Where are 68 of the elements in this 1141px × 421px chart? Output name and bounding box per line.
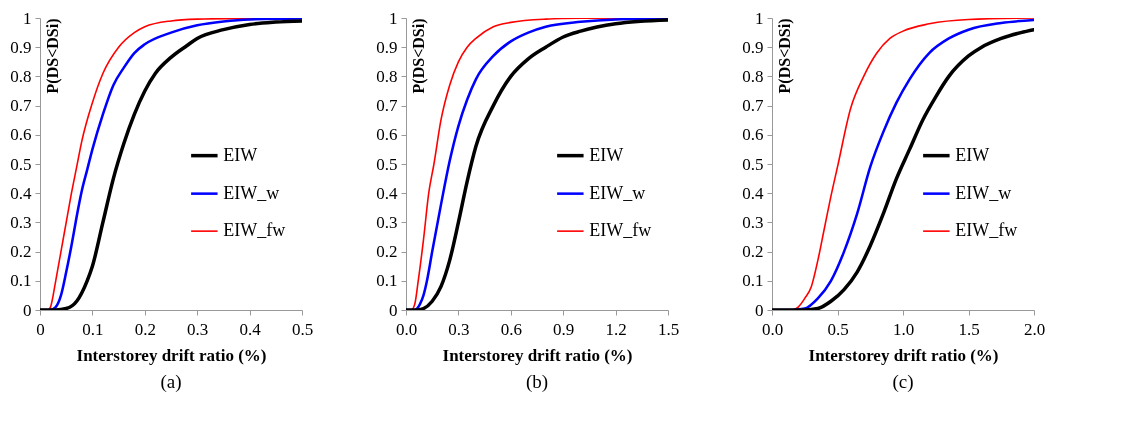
x-tick-label: 0.0	[395, 319, 418, 339]
text: (b)	[525, 371, 549, 393]
x-tick-label: 2.0	[1023, 319, 1046, 339]
y-tick-label: 0.2	[742, 242, 764, 262]
y-axis-title: P(DS<DSi)	[775, 18, 794, 94]
x-tick-label: 1.2	[605, 319, 627, 339]
x-tick-label: 0.3	[448, 319, 470, 339]
y-tick-label: 0.2	[10, 242, 32, 262]
legend-label: EIW_w	[589, 182, 646, 203]
y-tick-label: 0.8	[376, 66, 398, 86]
y-tick-label: 0.5	[742, 154, 764, 174]
x-axis-title: Interstorey drift ratio (%)	[76, 345, 267, 365]
y-tick-label: 0.7	[376, 96, 398, 116]
legend-label: EIW_fw	[955, 220, 1018, 241]
x-tick-label: 0.2	[134, 319, 156, 339]
y-tick-label: 1	[755, 8, 764, 28]
y-axis-title: P(DS<DSi)	[43, 18, 62, 94]
x-tick-label: 0.9	[553, 319, 575, 339]
y-tick-label: 0.8	[10, 66, 32, 86]
y-tick-label: 0	[23, 300, 32, 320]
y-tick-label: 0.7	[10, 96, 32, 116]
legend-label: EIW_w	[223, 182, 280, 203]
legend-label: EIW_fw	[223, 220, 286, 241]
y-tick-label: 0.3	[376, 212, 398, 232]
legend-label: EIW_fw	[589, 220, 652, 241]
y-tick-label: 0.9	[742, 37, 764, 57]
text: (c)	[892, 371, 914, 393]
y-tick-label: 1	[389, 8, 398, 28]
y-tick-label: 0.5	[10, 154, 32, 174]
x-tick-label: 0	[36, 319, 45, 339]
x-axis-title: Interstorey drift ratio (%)	[442, 345, 633, 365]
x-tick-label: 1.5	[958, 319, 980, 339]
x-tick-label: 0.5	[827, 319, 849, 339]
y-tick-label: 0.4	[376, 183, 398, 203]
y-tick-label: 0.1	[742, 271, 764, 291]
x-tick-label: 0.5	[291, 319, 314, 339]
y-tick-label: 0.8	[742, 66, 764, 86]
legend-label: EIW	[955, 144, 990, 165]
y-tick-label: 0	[389, 300, 398, 320]
y-tick-label: 0.3	[742, 212, 764, 232]
y-tick-label: 0.1	[376, 271, 398, 291]
x-tick-label: 1.0	[892, 319, 915, 339]
x-tick-label: 1.5	[657, 319, 680, 339]
y-tick-label: 0.6	[10, 125, 32, 145]
x-tick-label: 0.4	[239, 319, 262, 339]
y-tick-label: 1	[23, 8, 32, 28]
x-tick-label: 0.6	[500, 319, 522, 339]
y-tick-label: 0.9	[376, 37, 398, 57]
x-tick-label: 0.3	[187, 319, 209, 339]
y-tick-label: 0	[755, 300, 764, 320]
legend-label: EIW	[223, 144, 258, 165]
y-tick-label: 0.6	[742, 125, 764, 145]
text: (a)	[160, 371, 182, 393]
y-tick-label: 0.4	[742, 183, 764, 203]
legend-label: EIW	[589, 144, 624, 165]
y-axis-title: P(DS<DSi)	[409, 18, 428, 94]
x-tick-label: 0.1	[82, 319, 104, 339]
x-axis-title: Interstorey drift ratio (%)	[808, 345, 999, 365]
y-tick-label: 0.6	[376, 125, 398, 145]
y-tick-label: 0.1	[10, 271, 32, 291]
y-tick-label: 0.4	[10, 183, 32, 203]
legend-label: EIW_w	[955, 182, 1012, 203]
y-tick-label: 0.3	[10, 212, 32, 232]
y-tick-label: 0.5	[376, 154, 398, 174]
y-tick-label: 0.7	[742, 96, 764, 116]
y-tick-label: 0.9	[10, 37, 32, 57]
x-tick-label: 0.0	[761, 319, 784, 339]
y-tick-label: 0.2	[376, 242, 398, 262]
